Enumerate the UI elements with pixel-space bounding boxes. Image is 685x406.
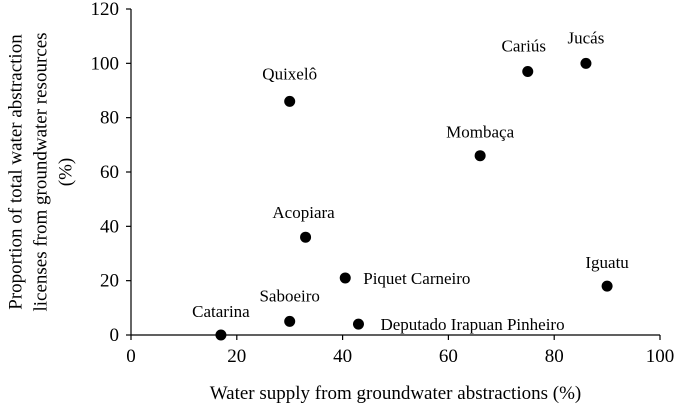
data-point xyxy=(300,231,312,243)
x-axis-title: Water supply from groundwater abstractio… xyxy=(210,383,582,404)
point-label: Iguatu xyxy=(585,253,629,272)
data-point xyxy=(601,280,613,292)
x-axis-ticks: 0 20 40 60 80 100 xyxy=(126,335,674,367)
point-label: Saboeiro xyxy=(259,286,319,305)
x-tick-label: 80 xyxy=(545,346,564,367)
x-tick-label: 0 xyxy=(126,346,136,367)
data-point xyxy=(580,57,592,69)
point-labels: Catarina Saboeiro Deputado Irapuan Pinheir… xyxy=(192,28,629,334)
y-axis-title-line-3: (%) xyxy=(55,158,76,186)
data-point xyxy=(522,65,534,77)
y-tick-label: 60 xyxy=(100,162,119,183)
data-points xyxy=(215,57,613,341)
point-label: Acopiara xyxy=(272,203,335,222)
data-point xyxy=(215,329,227,341)
y-axis-ticks: 0 20 40 60 80 100 120 xyxy=(91,0,131,346)
point-label: Quixelô xyxy=(262,64,317,83)
point-label: Mombaça xyxy=(446,123,514,142)
point-label: Cariús xyxy=(502,36,546,55)
point-label: Jucás xyxy=(568,28,605,47)
x-tick-label: 40 xyxy=(333,346,352,367)
y-tick-label: 100 xyxy=(91,53,120,74)
data-point xyxy=(352,318,364,330)
x-tick-label: 100 xyxy=(646,346,675,367)
point-label: Deputado Irapuan Pinheiro xyxy=(380,315,564,334)
data-point xyxy=(474,150,486,162)
x-tick-label: 60 xyxy=(439,346,458,367)
y-tick-label: 40 xyxy=(100,216,119,237)
y-tick-label: 120 xyxy=(91,0,120,20)
data-point xyxy=(284,315,296,327)
y-tick-label: 80 xyxy=(100,108,119,129)
point-label: Piquet Carneiro xyxy=(363,269,470,288)
point-label: Catarina xyxy=(192,302,250,321)
y-axis-title-line-2: licenses from groundwater resources xyxy=(30,32,51,311)
y-axis-title-line-1: Proportion of total water abstraction xyxy=(5,34,26,310)
x-tick-label: 20 xyxy=(227,346,246,367)
data-point xyxy=(284,95,296,107)
y-tick-label: 20 xyxy=(100,271,119,292)
data-point xyxy=(339,272,351,284)
y-tick-label: 0 xyxy=(110,325,120,346)
